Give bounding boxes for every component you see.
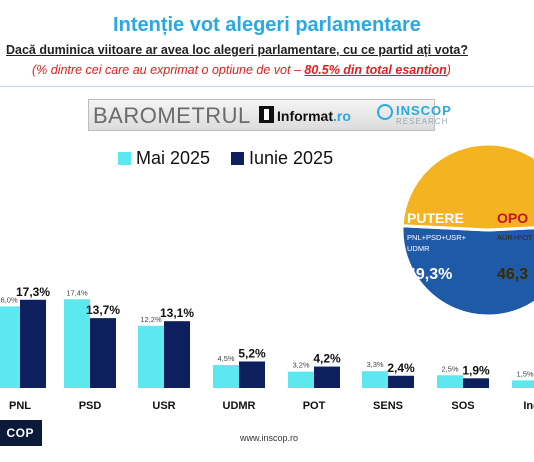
category-label-sos: SOS	[451, 400, 474, 412]
data-label-usr-june: 13,1%	[160, 306, 194, 320]
pie-opozitie-value-label: 46,3	[497, 266, 528, 283]
bar-udmr-june	[239, 361, 265, 388]
data-label-sos-may: 2,5%	[441, 364, 458, 373]
footer-badge: COP	[0, 420, 42, 446]
inscop-logo-subtext: RESEARCH	[396, 117, 449, 126]
category-label-pot: POT	[303, 400, 326, 412]
pie-opozitie-sublabel: AUR+POT	[497, 233, 533, 242]
sample-note: (% dintre cei care au exprimat o optiune…	[32, 63, 451, 77]
bar-udmr-may	[213, 365, 239, 388]
bar-indep-may	[512, 380, 534, 388]
legend-label-june: Iunie 2025	[249, 147, 334, 168]
informat-name: Informat	[277, 108, 333, 124]
bar-sens-may	[362, 371, 388, 388]
bar-pot-june	[314, 366, 340, 388]
bar-psd-may	[64, 299, 90, 388]
pie-chart: PUTERE PNL+PSD+USR+ UDMR 49,3% OPO AUR+POT 46,…	[400, 142, 534, 318]
chart-subtitle: Dacă duminica viitoare ar avea loc alege…	[6, 43, 468, 57]
data-label-sens-june: 2,4%	[387, 361, 415, 375]
legend-label-may: Mai 2025	[136, 147, 211, 168]
pie-putere-sublabel: PNL+PSD+USR+	[407, 233, 467, 242]
bar-pot-may	[288, 371, 314, 388]
category-label-pnl: PNL	[9, 400, 31, 412]
category-label-psd: PSD	[79, 400, 102, 412]
bar-sens-june	[388, 375, 414, 388]
chart-title: Intenție vot alegeri parlamentare	[113, 14, 421, 36]
category-label-sens: SENS	[373, 400, 403, 412]
bar-sos-may	[437, 375, 463, 388]
legend-item-may: Mai 2025	[118, 148, 210, 168]
pie-slice-1	[400, 142, 534, 232]
data-label-indep-may: 1,5%	[516, 369, 533, 378]
informat-logo-text: Informat.ro	[260, 108, 351, 124]
data-label-sens-may: 3,3%	[366, 360, 383, 369]
barometer-logo-text: BAROMETRUL	[93, 103, 251, 128]
category-label-udmr: UDMR	[223, 400, 256, 412]
legend-swatch-may	[118, 151, 131, 165]
data-label-usr-may: 12,2%	[140, 315, 162, 324]
bar-pnl-may	[0, 306, 20, 388]
data-label-pot-june: 4,2%	[313, 352, 341, 366]
pie-putere-value-label: 49,3%	[407, 266, 452, 283]
informat-domain: .ro	[333, 108, 351, 124]
informat-logo-icon	[259, 106, 274, 123]
pie-slice-0	[400, 224, 534, 318]
bar-usr-june	[164, 321, 190, 388]
legend-item-june: Iunie 2025	[231, 148, 333, 168]
data-label-pnl-june: 17,3%	[16, 285, 50, 299]
inscop-globe-icon	[377, 104, 393, 120]
data-label-udmr-june: 5,2%	[238, 346, 266, 360]
pie-putere-label: PUTERE	[407, 210, 464, 226]
data-label-pot-may: 3,2%	[292, 361, 309, 370]
data-label-udmr-may: 4,5%	[217, 354, 234, 363]
sample-note-prefix: (% dintre cei care au exprimat o optiune…	[32, 63, 305, 77]
bar-sos-june	[463, 378, 489, 388]
pie-putere-sublabel2: UDMR	[407, 244, 430, 253]
footer-url: www.inscop.ro	[240, 433, 299, 443]
sample-note-suffix: )	[446, 63, 451, 77]
pie-opozitie-label: OPO	[497, 210, 528, 226]
bar-psd-june	[90, 318, 116, 388]
sample-note-highlight: 80.5% din total esantion	[304, 63, 447, 77]
pie-chart-container: PUTERE PNL+PSD+USR+ UDMR 49,3% OPO AUR+POT 46,…	[385, 142, 534, 318]
category-label-usr: USR	[152, 400, 175, 412]
category-label-indep: Indep	[523, 400, 534, 412]
bar-usr-may	[138, 325, 164, 388]
data-label-psd-june: 13,7%	[86, 303, 120, 317]
data-label-pnl-may: 16,0%	[0, 295, 18, 304]
header-divider	[0, 86, 534, 87]
legend-swatch-june	[231, 151, 244, 165]
bar-pnl-june	[20, 299, 46, 388]
data-label-psd-may: 17,4%	[66, 288, 88, 297]
inscop-logo-text: INSCOP	[396, 103, 452, 118]
data-label-sos-june: 1,9%	[462, 363, 490, 377]
